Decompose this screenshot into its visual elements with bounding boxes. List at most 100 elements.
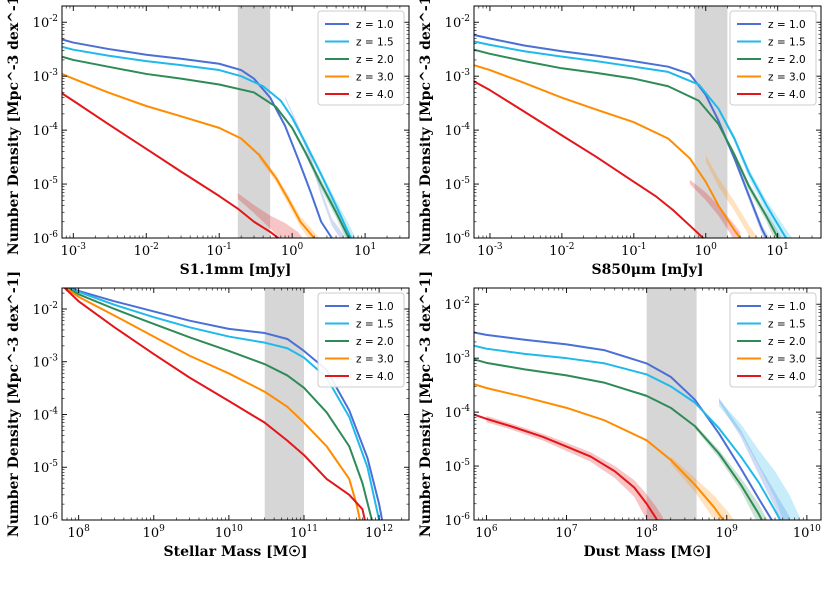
y-tick-label: 10-5 [33, 459, 59, 476]
legend-entry-5: z = 4.0 [356, 89, 394, 101]
y-tick-label: 10-4 [33, 406, 59, 423]
y-tick-label: 10-6 [33, 230, 59, 247]
legend-entry-2: z = 1.5 [356, 37, 394, 49]
series-line-2 [474, 40, 788, 238]
legend-entry-4: z = 3.0 [356, 72, 394, 84]
x-tick-label: 100 [695, 242, 718, 259]
legend-entry-5: z = 4.0 [356, 371, 394, 383]
x-tick-label: 108 [636, 524, 659, 541]
y-tick-label: 10-5 [445, 176, 471, 193]
x-tick-label: 109 [143, 524, 166, 541]
series-line-1 [66, 288, 384, 520]
legend-entry-2: z = 1.5 [768, 319, 806, 331]
shaded-band [237, 6, 271, 238]
axes-frame [473, 287, 822, 521]
y-tick-label: 10-3 [33, 68, 59, 85]
legend-entry-4: z = 3.0 [768, 72, 806, 84]
legend-entry-3: z = 2.0 [356, 336, 394, 348]
x-tick-label: 108 [68, 524, 91, 541]
y-axis-label: Number Density [Mpc^-3 dex^-1] [418, 271, 434, 537]
legend-box [729, 292, 817, 388]
legend-entry-1: z = 1.0 [768, 19, 806, 31]
legend-entry-1: z = 1.0 [356, 301, 394, 313]
series-line-3 [64, 288, 373, 520]
legend-entry-2: z = 1.5 [768, 37, 806, 49]
plot-area [62, 6, 356, 238]
x-axis-label: Dust Mass [M☉] [583, 544, 711, 560]
x-tick-label: 10-2 [549, 242, 574, 259]
series-line-4 [62, 73, 316, 238]
legend-entry-3: z = 2.0 [768, 336, 806, 348]
y-axis-label: Number Density [Mpc^-3 dex^-1] [6, 271, 22, 537]
x-tick-label: 109 [716, 524, 739, 541]
legend-box [317, 10, 405, 106]
y-tick-label: 10-4 [445, 122, 471, 139]
axes-frame [61, 5, 410, 239]
legend-entry-5: z = 4.0 [768, 89, 806, 101]
x-tick-label: 1012 [365, 524, 393, 541]
series-line-3 [62, 55, 351, 238]
legend-entry-2: z = 1.5 [356, 319, 394, 331]
y-tick-label: 10-6 [33, 512, 59, 529]
chart-panel-3: 108 109 1010 1011 1012 10-6 10-5 10-4 10-3 10-2 St… [6, 271, 410, 560]
x-tick-label: 106 [475, 524, 498, 541]
y-tick-label: 10-3 [445, 68, 471, 85]
series-line-5 [474, 413, 659, 520]
y-tick-label: 10-5 [33, 176, 59, 193]
series-line-4 [474, 383, 725, 520]
series-line-2 [65, 288, 381, 520]
y-tick-label: 10-2 [33, 301, 58, 318]
legend-entry-5: z = 4.0 [768, 371, 806, 383]
legend-entry-4: z = 3.0 [768, 354, 806, 366]
plot-area [474, 6, 793, 238]
y-tick-label: 10-3 [33, 354, 59, 371]
y-tick-label: 10-2 [445, 14, 470, 31]
legend-entry-3: z = 2.0 [768, 54, 806, 66]
y-tick-label: 10-2 [33, 14, 58, 31]
y-axis-label: Number Density [Mpc^-3 dex^-1] [418, 0, 434, 255]
x-tick-label: 1011 [290, 524, 318, 541]
series-line-3 [474, 358, 763, 520]
legend-box [729, 10, 817, 106]
x-tick-label: 1010 [215, 524, 243, 541]
uncertainty-band-5 [237, 193, 303, 238]
x-tick-label: 10-3 [477, 242, 503, 259]
series-line-4 [64, 288, 361, 520]
plot-area [63, 288, 384, 520]
uncertainty-band-2 [719, 399, 800, 520]
legend: z = 1.0 z = 1.5 z = 2.0 z = 3.0 z = 4.0 [729, 292, 817, 388]
legend: z = 1.0 z = 1.5 z = 2.0 z = 3.0 z = 4.0 [317, 10, 405, 106]
axes-frame [473, 5, 822, 239]
series-line-2 [474, 344, 782, 520]
x-tick-label: 10-1 [207, 242, 232, 259]
x-axis-label: S1.1mm [mJy] [180, 262, 292, 278]
x-axis-label: S850μm [mJy] [591, 262, 703, 278]
series-line-5 [63, 288, 366, 520]
y-tick-label: 10-2 [445, 296, 470, 313]
x-tick-label: 10-3 [61, 242, 87, 259]
chart-panel-2: 10-3 10-2 10-1 100 101 10-6 10-5 10-4 10-3 10-2 S8… [418, 0, 822, 278]
y-tick-label: 10-6 [445, 230, 471, 247]
uncertainty-band-4 [258, 151, 320, 238]
chart-panel-1: 10-3 10-2 10-1 100 101 10-6 10-5 10-4 10-3 10-2 S1… [6, 0, 410, 278]
plot-area [474, 288, 800, 520]
x-tick-label: 100 [281, 242, 304, 259]
uncertainty-band-5 [689, 179, 741, 238]
series-line-3 [474, 48, 780, 238]
chart-panel-4: 106 107 108 109 1010 10-6 10-5 10-4 10-3 10-2 Dust… [418, 271, 822, 560]
uncertainty-band-2 [292, 115, 356, 238]
series-line-1 [474, 34, 768, 238]
y-tick-label: 10-3 [445, 350, 471, 367]
uncertainty-band-3 [292, 125, 354, 238]
y-axis-label: Number Density [Mpc^-3 dex^-1] [6, 0, 22, 255]
x-tick-label: 1010 [793, 524, 821, 541]
x-axis-label: Stellar Mass [M☉] [164, 544, 308, 560]
y-tick-label: 10-4 [445, 404, 471, 421]
legend: z = 1.0 z = 1.5 z = 2.0 z = 3.0 z = 4.0 [729, 10, 817, 106]
x-tick-label: 107 [555, 524, 578, 541]
x-tick-label: 101 [354, 242, 376, 259]
series-line-2 [62, 45, 352, 238]
uncertainty-band-1 [719, 397, 790, 520]
